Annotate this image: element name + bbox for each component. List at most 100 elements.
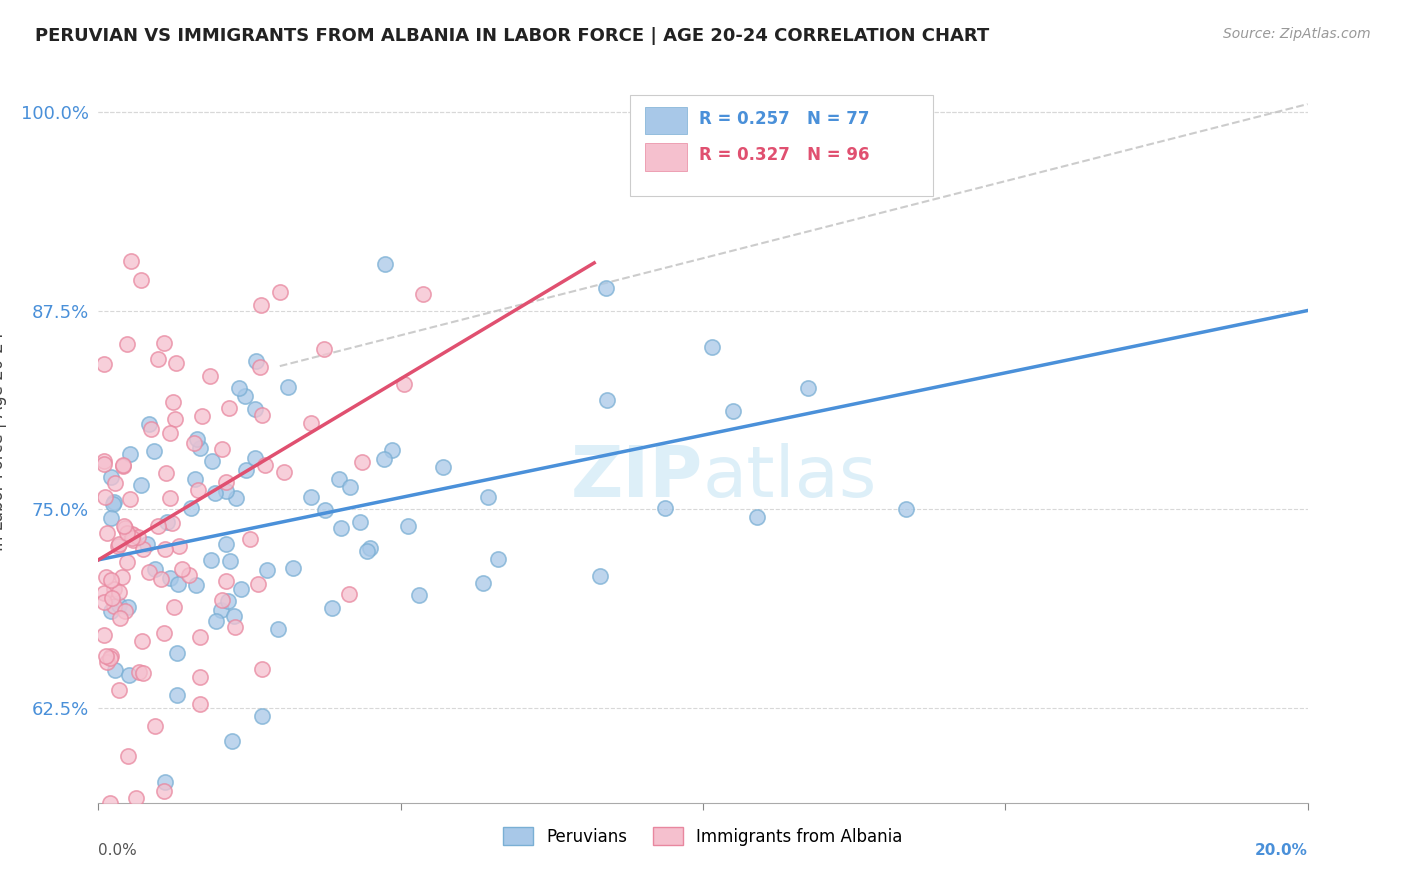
Point — [127, 530, 149, 544]
Point — [138, 417, 160, 431]
Point — [153, 774, 176, 789]
Text: 20.0%: 20.0% — [1254, 843, 1308, 857]
Point — [131, 633, 153, 648]
Point — [107, 539, 129, 553]
Point — [150, 572, 173, 586]
Point — [186, 432, 208, 446]
Point — [167, 577, 190, 591]
Text: Source: ZipAtlas.com: Source: ZipAtlas.com — [1223, 27, 1371, 41]
Point — [96, 570, 118, 584]
Y-axis label: In Labor Force | Age 20-24: In Labor Force | Age 20-24 — [0, 332, 7, 551]
Point — [169, 539, 191, 553]
Point — [138, 565, 160, 579]
Point — [108, 537, 131, 551]
Point — [139, 422, 162, 436]
Point — [796, 381, 818, 395]
Point — [128, 665, 150, 679]
Text: R = 0.257   N = 77: R = 0.257 N = 77 — [699, 110, 870, 128]
Point — [100, 649, 122, 664]
Point — [224, 620, 246, 634]
Point — [314, 503, 336, 517]
Point — [225, 491, 247, 506]
Point — [114, 521, 136, 535]
Point — [250, 708, 273, 723]
Point — [472, 576, 495, 591]
Point — [252, 409, 274, 423]
Text: R = 0.327   N = 96: R = 0.327 N = 96 — [699, 145, 870, 164]
Point — [654, 500, 676, 515]
Point — [201, 454, 224, 468]
Point — [359, 541, 381, 556]
Point — [129, 478, 152, 492]
Point — [273, 465, 295, 479]
Text: PERUVIAN VS IMMIGRANTS FROM ALBANIA IN LABOR FORCE | AGE 20-24 CORRELATION CHART: PERUVIAN VS IMMIGRANTS FROM ALBANIA IN L… — [35, 27, 990, 45]
Point — [93, 454, 115, 468]
Point — [228, 382, 250, 396]
Point — [330, 521, 353, 535]
Point — [254, 458, 277, 472]
Point — [160, 516, 183, 530]
Point — [117, 555, 139, 569]
Point — [103, 599, 125, 613]
Point — [299, 490, 322, 504]
Point — [132, 541, 155, 556]
Point — [163, 411, 186, 425]
Point — [135, 537, 157, 551]
Point — [93, 595, 115, 609]
Point — [270, 285, 292, 299]
Point — [94, 490, 117, 504]
Point — [221, 734, 243, 748]
Point — [200, 552, 222, 566]
Point — [188, 631, 211, 645]
Point — [101, 497, 124, 511]
Point — [120, 253, 142, 268]
Point — [396, 519, 419, 533]
Point — [233, 389, 256, 403]
Point — [246, 577, 269, 591]
Point — [115, 336, 138, 351]
Point — [328, 472, 350, 486]
Point — [721, 404, 744, 418]
Point — [96, 655, 118, 669]
Point — [215, 574, 238, 588]
Point — [211, 592, 233, 607]
Point — [412, 287, 434, 301]
Point — [121, 531, 143, 545]
Point — [100, 573, 122, 587]
Point — [156, 515, 179, 529]
Point — [204, 486, 226, 500]
Point — [702, 340, 724, 354]
Point — [245, 450, 267, 465]
Point — [350, 455, 373, 469]
Text: 0.0%: 0.0% — [98, 843, 138, 857]
Point — [177, 568, 200, 582]
Point — [198, 369, 221, 384]
Text: atlas: atlas — [703, 443, 877, 512]
Point — [108, 585, 131, 599]
Point — [321, 601, 343, 615]
Point — [117, 600, 139, 615]
Point — [93, 628, 115, 642]
Point — [103, 582, 125, 596]
Point — [153, 784, 176, 798]
Point — [205, 614, 228, 628]
Point — [277, 380, 299, 394]
Point — [163, 600, 186, 615]
Point — [408, 588, 430, 602]
Legend: Peruvians, Immigrants from Albania: Peruvians, Immigrants from Albania — [496, 821, 910, 852]
Point — [166, 688, 188, 702]
Point — [299, 416, 322, 430]
Point — [129, 272, 152, 286]
Point — [188, 441, 211, 455]
Point — [143, 718, 166, 732]
Point — [165, 356, 187, 370]
Point — [98, 651, 121, 665]
Point — [93, 457, 115, 471]
Point — [166, 646, 188, 660]
Point — [100, 469, 122, 483]
Point — [281, 560, 304, 574]
Point — [215, 475, 238, 489]
Point — [125, 790, 148, 805]
Point — [159, 426, 181, 441]
Point — [486, 552, 509, 566]
